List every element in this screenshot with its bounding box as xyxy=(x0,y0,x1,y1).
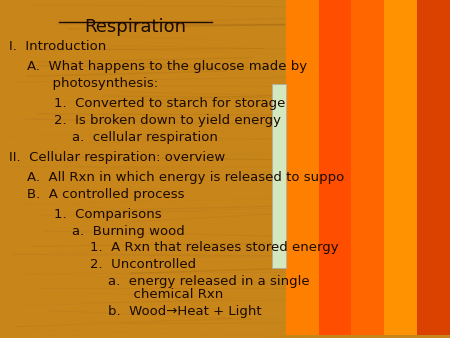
Bar xyxy=(286,0,319,335)
Text: 2.  Uncontrolled: 2. Uncontrolled xyxy=(90,258,196,271)
Text: a.  energy released in a single: a. energy released in a single xyxy=(108,275,310,288)
Text: 2.  Is broken down to yield energy: 2. Is broken down to yield energy xyxy=(54,114,281,127)
Text: chemical Rxn: chemical Rxn xyxy=(108,288,223,301)
Text: A.  What happens to the glucose made by: A. What happens to the glucose made by xyxy=(27,61,307,73)
Bar xyxy=(272,84,286,268)
Text: a.  Burning wood: a. Burning wood xyxy=(72,225,185,238)
Text: 1.  Comparisons: 1. Comparisons xyxy=(54,208,162,221)
Text: I.  Introduction: I. Introduction xyxy=(9,40,106,53)
Bar xyxy=(286,0,450,335)
Text: photosynthesis:: photosynthesis: xyxy=(27,77,158,90)
Text: 1.  A Rxn that releases stored energy: 1. A Rxn that releases stored energy xyxy=(90,241,338,255)
Text: II.  Cellular respiration: overview: II. Cellular respiration: overview xyxy=(9,151,225,164)
Bar xyxy=(351,0,384,335)
Text: Respiration: Respiration xyxy=(84,19,186,37)
Bar xyxy=(417,0,450,335)
Text: A.  All Rxn in which energy is released to suppo: A. All Rxn in which energy is released t… xyxy=(27,171,344,184)
Bar xyxy=(384,0,417,335)
Text: B.  A controlled process: B. A controlled process xyxy=(27,188,184,201)
Text: a.  cellular respiration: a. cellular respiration xyxy=(72,131,218,144)
Text: 1.  Converted to starch for storage: 1. Converted to starch for storage xyxy=(54,97,285,110)
Text: b.  Wood→Heat + Light: b. Wood→Heat + Light xyxy=(108,305,261,318)
Bar xyxy=(319,0,351,335)
